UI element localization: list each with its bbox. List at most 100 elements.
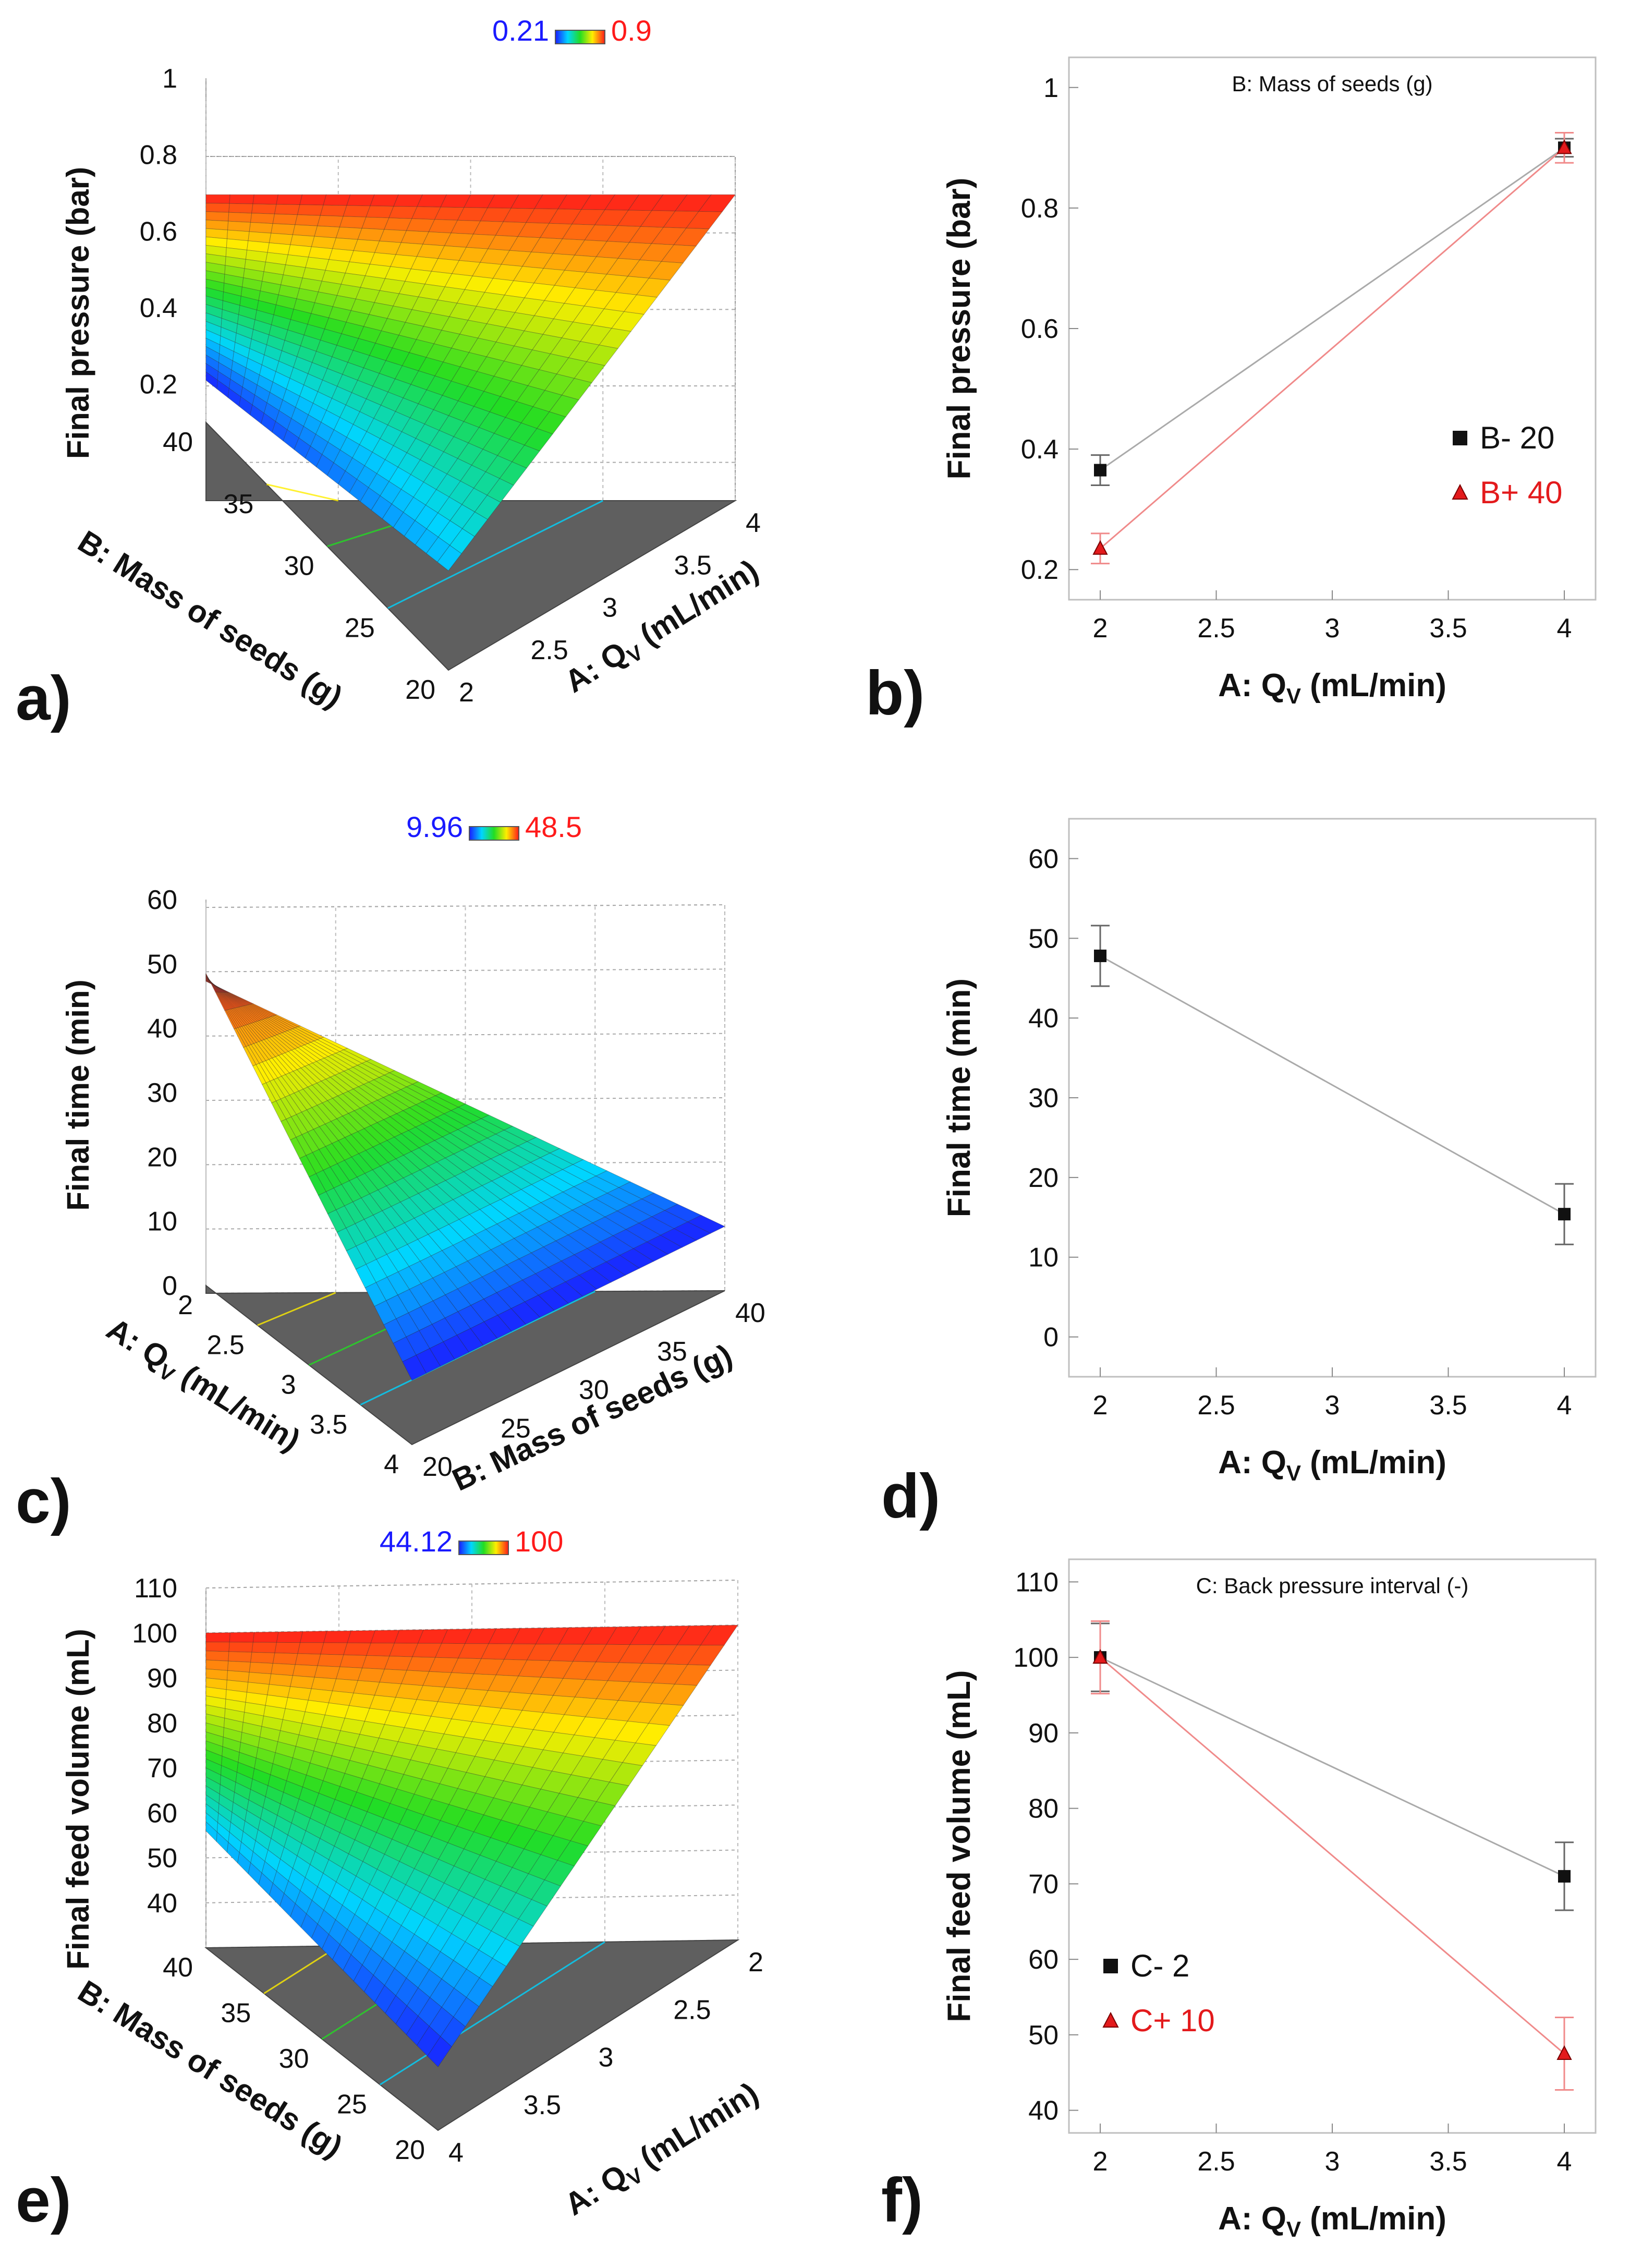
series-line [1100,147,1565,549]
y-tick-label: 50 [1028,2020,1059,2051]
surface-cell [339,216,367,229]
surface-cell [314,1665,340,1679]
surface-cell [249,222,273,234]
x-tick-label: 2 [1093,1390,1108,1421]
right-axis-tick-label: 3 [602,593,617,623]
right-axis-tick-label: 4 [746,508,761,538]
z-tick-label: 60 [147,1798,177,1828]
y-tick-label: 60 [1028,844,1059,874]
surface-cell [336,1666,363,1681]
surface-mesh [205,1624,738,2067]
surface-cell [252,194,279,205]
left-axis-tick-label: 25 [345,613,375,643]
surface-cell [686,211,723,229]
plot-frame [1068,1558,1597,2134]
right-axis-tick-label: 2.5 [673,1995,711,2025]
y-tick-label: 40 [1028,1003,1059,1034]
y-tick-label: 0.4 [1021,434,1059,465]
surface-cell [544,1860,575,1887]
surface-cell [320,204,347,217]
colorbar-min-label: 44.12 [380,1525,453,1558]
x-tick-label: 4 [1557,1390,1572,1421]
data-point-square [1558,1870,1571,1883]
plot-frame [1068,818,1597,1378]
y-tick-label: 0.6 [1021,314,1059,344]
z-tick-label: 20 [147,1142,177,1172]
surface-cell [648,1703,684,1726]
x-tick-label: 2 [1093,613,1108,644]
surface-cell [249,1661,273,1675]
right-axis-tick-label: 3.5 [524,2090,561,2120]
surface-cell [586,344,618,366]
series-line [1100,1657,1565,2055]
x-tick-label: 2.5 [1197,1390,1235,1421]
right-axis-tick-label: 35 [657,1337,687,1367]
y-axis-label: Final time (min) [941,978,977,1217]
x-axis-label: A: QV (mL/min) [1218,1445,1446,1485]
left-axis-tick-label: 20 [395,2135,425,2165]
surface-cell [297,204,324,216]
z-tick-label: 10 [147,1207,177,1237]
legend-label: B- 20 [1480,420,1554,455]
surface-cell [437,545,462,572]
surface-cell [323,1630,351,1643]
panel-label: f) [881,2165,923,2235]
colorbar-max-label: 0.9 [611,14,652,47]
surface-cell [274,204,300,215]
data-point-triangle [1092,1648,1108,1664]
left-axis-tick-label: 2.5 [206,1330,244,1360]
surface-cell [295,214,321,226]
surface-cell [492,1938,520,1967]
surface-cell [402,1354,427,1381]
surface-chart-a: 0.21 0.9 0.2 0.4 0.6 0.8 1 40 35 30 25 20 2 2.5 3 3.5 4 F… [60,14,764,714]
surface-cell [300,1631,327,1643]
surface-cell [228,1651,252,1663]
right-axis-tick-label: 25 [501,1413,531,1444]
a-axis-label: A: QV (mL/min) [558,2076,767,2226]
surface-cell [227,1660,251,1673]
surface-cell [619,1248,654,1269]
x-tick-label: 4 [1557,2146,1572,2177]
series-line [1100,147,1565,471]
data-point-triangle [1092,540,1108,555]
z-axis-label: Final time (min) [60,979,95,1210]
colorbar-min-label: 9.96 [406,810,463,843]
surface-cell [251,1642,277,1654]
surface-cell [205,211,229,222]
series-1 [1091,131,1574,565]
surface-cell [229,1632,255,1643]
left-axis-tick-label: 20 [405,675,435,705]
z-axis-label: Final pressure (bar) [60,167,95,459]
z-tick-label: 100 [132,1618,177,1648]
surface-cell [623,294,658,315]
z-axis-label: Final feed volume (mL) [60,1629,95,1969]
surface-cell [299,194,327,205]
z-tick-label: 0.4 [140,293,177,323]
z-tick-label: 110 [134,1573,177,1604]
z-tick-label: 30 [147,1078,177,1108]
z-tick-label: 50 [147,949,177,979]
y-tick-label: 1 [1043,73,1059,103]
right-axis-tick-label: 2.5 [531,635,568,665]
surface-cell [570,1821,602,1847]
a-axis-label-suffix: (mL/min) [168,1353,306,1458]
surface-cell [429,1341,455,1367]
surface-cell [346,194,375,207]
contour-line [387,500,603,609]
z-tick-label: 1 [162,64,177,94]
panel-label: a) [16,663,71,733]
data-point-square [1558,1208,1571,1221]
y-tick-label: 20 [1028,1163,1059,1193]
interaction-plot-f: 2 2.5 3 3.5 4 40 50 60 70 80 90 100 110 C: Back press… [941,1558,1597,2241]
x-axis-label: A: QV (mL/min) [1218,668,1446,708]
x-axis-label-suffix: (mL/min) [1301,668,1446,704]
data-point-triangle [1556,139,1572,154]
surface-cell [470,1321,498,1346]
left-axis-tick-label: 35 [223,489,253,519]
surface-cell [297,1642,324,1655]
surface-cell [632,1241,668,1262]
interaction-plot-b: 2 2.5 3 3.5 4 0.2 0.4 0.6 0.8 1 B: Mass of seeds (… [941,56,1597,708]
series-1 [1091,1620,1574,2091]
